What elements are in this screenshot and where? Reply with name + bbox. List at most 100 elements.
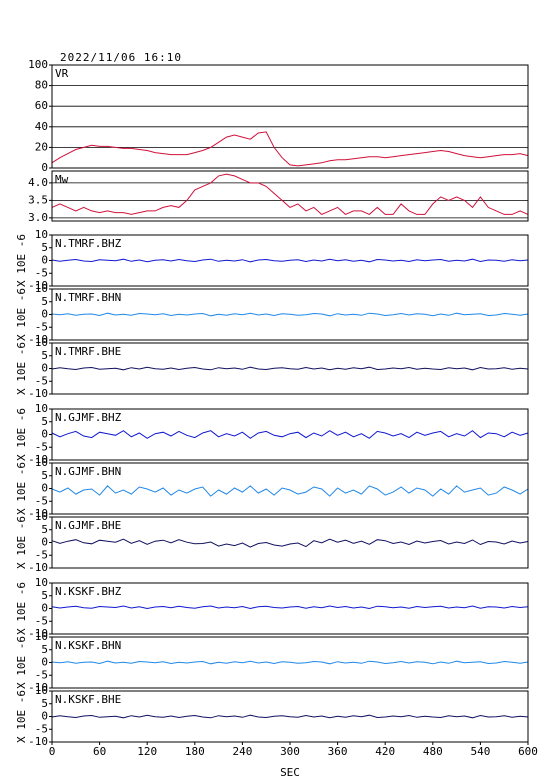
panel-frame — [51, 288, 529, 341]
y-tick-label: 0 — [41, 428, 48, 441]
y-tick-label: 5 — [41, 241, 48, 254]
y-tick-label: -10 — [28, 333, 48, 346]
y-tick-label: 3.0 — [28, 211, 48, 224]
trace — [51, 485, 529, 497]
y-tick-label: 0 — [41, 254, 48, 267]
trace — [51, 605, 529, 610]
y-tick-label: -5 — [35, 374, 48, 387]
y-axis-label: X 10E -6 — [15, 342, 28, 395]
y-tick-label: 5 — [41, 697, 48, 710]
chart-title: 2022/11/06 16:10 — [60, 51, 182, 64]
panel-label: VR — [55, 67, 69, 80]
panel-label: N.KSKF.BHZ — [55, 585, 122, 598]
y-tick-label: 5 — [41, 523, 48, 536]
y-tick-label: 10 — [35, 282, 48, 295]
y-axis-label: X 10E -6 — [15, 408, 28, 461]
y-tick-label: -5 — [35, 266, 48, 279]
trace — [51, 538, 529, 548]
x-tick-label: 180 — [185, 745, 205, 758]
y-tick-label: 5 — [41, 415, 48, 428]
panel-frame — [51, 462, 529, 515]
y-tick-label: 5 — [41, 349, 48, 362]
trace — [51, 173, 529, 215]
y-tick-label: 0 — [41, 362, 48, 375]
y-tick-label: -5 — [35, 440, 48, 453]
y-tick-label: 0 — [41, 308, 48, 321]
y-tick-label: 10 — [35, 576, 48, 589]
y-tick-label: 40 — [35, 120, 48, 133]
y-tick-label: 10 — [35, 336, 48, 349]
panel-frame — [51, 234, 529, 287]
y-axis-label: X 10E -6 — [15, 690, 28, 743]
y-tick-label: -10 — [28, 735, 48, 748]
x-tick-label: 120 — [137, 745, 157, 758]
y-tick-label: 10 — [35, 456, 48, 469]
y-tick-label: -5 — [35, 614, 48, 627]
x-tick-label: 420 — [375, 745, 395, 758]
trace — [51, 258, 529, 263]
y-tick-label: 5 — [41, 469, 48, 482]
trace — [51, 430, 529, 439]
y-tick-label: -5 — [35, 548, 48, 561]
y-tick-label: 20 — [35, 140, 48, 153]
y-tick-label: -10 — [28, 561, 48, 574]
panel-frame — [51, 170, 529, 222]
y-tick-label: -10 — [28, 279, 48, 292]
y-tick-label: 10 — [35, 510, 48, 523]
panel-frame — [51, 342, 529, 395]
x-tick-label: 360 — [328, 745, 348, 758]
trace — [51, 131, 529, 167]
y-tick-label: 0 — [41, 656, 48, 669]
panel-label: N.TMRF.BHE — [55, 345, 121, 358]
panel-label: N.KSKF.BHN — [55, 639, 121, 652]
y-tick-label: 4.0 — [28, 176, 48, 189]
y-tick-label: -10 — [28, 507, 48, 520]
y-tick-label: 10 — [35, 630, 48, 643]
y-tick-label: 3.5 — [28, 193, 48, 206]
y-axis-label: X 10E -6 — [15, 462, 28, 515]
trace — [51, 366, 529, 371]
x-tick-label: 600 — [518, 745, 538, 758]
y-tick-label: -5 — [35, 494, 48, 507]
y-tick-label: 80 — [35, 79, 48, 92]
y-tick-label: 10 — [35, 684, 48, 697]
y-tick-label: 100 — [28, 58, 48, 71]
y-tick-label: 60 — [35, 99, 48, 112]
y-tick-label: 5 — [41, 295, 48, 308]
y-tick-label: -5 — [35, 320, 48, 333]
y-tick-label: 0 — [41, 536, 48, 549]
x-tick-label: 60 — [93, 745, 106, 758]
y-tick-label: -10 — [28, 681, 48, 694]
y-axis-label: X 10E -6 — [15, 288, 28, 341]
y-tick-label: 5 — [41, 643, 48, 656]
panel-label: N.GJMF.BHE — [55, 519, 121, 532]
y-tick-label: 0 — [41, 602, 48, 615]
y-tick-label: 0 — [41, 710, 48, 723]
y-tick-label: 10 — [35, 228, 48, 241]
y-tick-label: -10 — [28, 387, 48, 400]
panel-frame — [51, 582, 529, 635]
y-axis-label: X 10E -6 — [15, 234, 28, 287]
trace — [51, 312, 529, 317]
panel-frame — [51, 408, 529, 461]
x-tick-label: 300 — [280, 745, 300, 758]
y-axis-label: X 10E -6 — [15, 516, 28, 569]
trace — [51, 714, 529, 719]
panel-label: N.TMRF.BHN — [55, 291, 121, 304]
panel-label: N.GJMF.BHZ — [55, 411, 122, 424]
y-tick-label: 5 — [41, 589, 48, 602]
y-tick-label: -10 — [28, 627, 48, 640]
y-axis-label: X 10E -6 — [15, 582, 28, 635]
panel-label: N.GJMF.BHN — [55, 465, 121, 478]
y-axis-label: X 10E -6 — [15, 636, 28, 689]
y-tick-label: -5 — [35, 722, 48, 735]
panel-frame — [51, 636, 529, 689]
x-tick-label: 480 — [423, 745, 443, 758]
panel-label: N.TMRF.BHZ — [55, 237, 122, 250]
y-tick-label: 10 — [35, 402, 48, 415]
panel-frame — [51, 516, 529, 569]
trace — [51, 660, 529, 665]
y-tick-label: -10 — [28, 453, 48, 466]
